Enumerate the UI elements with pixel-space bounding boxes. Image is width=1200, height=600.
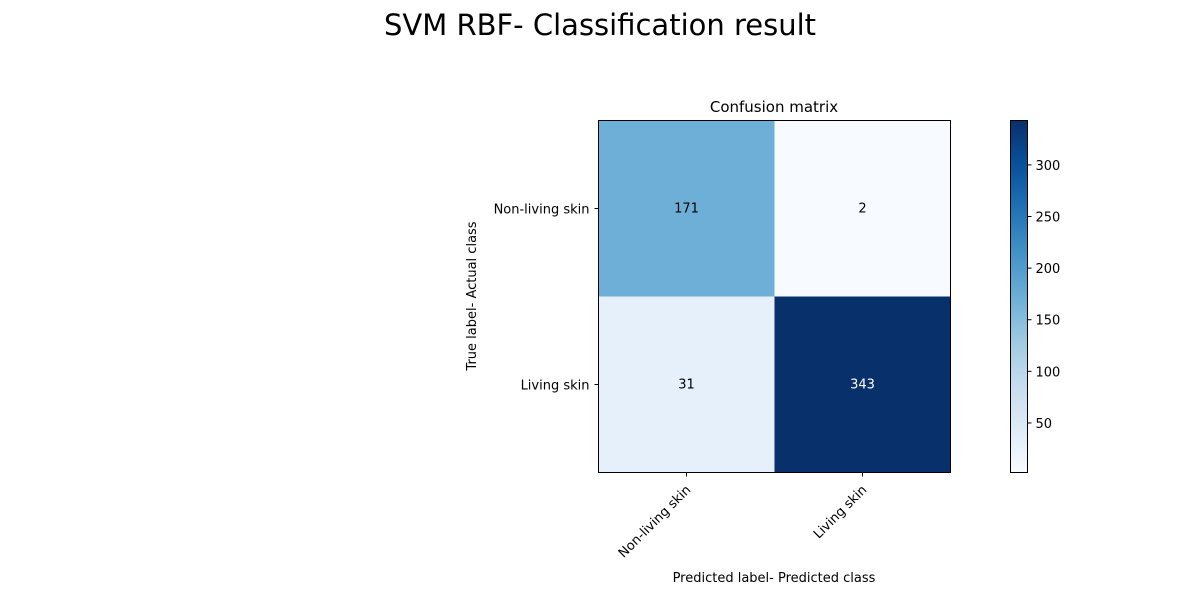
y-tick-label: Non-living skin	[494, 203, 590, 218]
x-tick-label: Living skin	[811, 483, 870, 542]
colorbar-tick-label: 200	[1036, 262, 1061, 277]
y-tick-label: Living skin	[521, 379, 590, 394]
heatmap-cells: 171 2 31 343	[598, 120, 951, 473]
colorbar-tick-label: 250	[1036, 211, 1061, 226]
colorbar-tick-label: 100	[1036, 365, 1061, 380]
heatmap-cell	[774, 120, 951, 297]
y-axis-label: True label- Actual class	[465, 221, 480, 371]
x-axis-label: Predicted label- Predicted class	[673, 571, 876, 586]
colorbar	[1010, 120, 1028, 473]
cell-value-label: 171	[674, 202, 699, 217]
x-axis-ticks: Non-living skin Living skin	[616, 472, 870, 561]
heatmap-cell	[598, 296, 775, 473]
colorbar-tick-label: 50	[1036, 417, 1053, 432]
heatmap-cell	[774, 296, 951, 473]
cell-value-label: 2	[858, 202, 866, 217]
chart-title: Confusion matrix	[710, 98, 838, 116]
colorbar-tick-label: 150	[1036, 314, 1061, 329]
figure-title: SVM RBF- Classification result	[384, 8, 816, 42]
x-tick-label: Non-living skin	[616, 483, 694, 561]
colorbar-ticks: 50 100 150 200 250 300	[1027, 159, 1061, 432]
cell-value-label: 343	[850, 378, 875, 393]
plot-frame	[598, 120, 951, 473]
colorbar-tick-label: 300	[1036, 159, 1061, 174]
cell-value-label: 31	[678, 378, 695, 393]
heatmap-cell	[598, 120, 775, 297]
y-axis-ticks: Non-living skin Living skin	[494, 203, 599, 394]
